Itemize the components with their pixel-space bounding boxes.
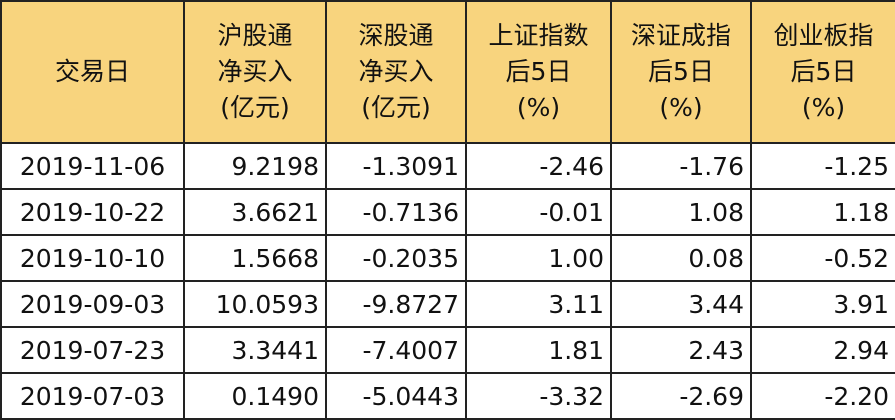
- table-row: 2019-11-06 9.2198 -1.3091 -2.46 -1.76 -1.25: [0, 142, 895, 190]
- value-cell: -2.20: [750, 372, 895, 420]
- table-body: 2019-11-06 9.2198 -1.3091 -2.46 -1.76 -1.25 20…: [0, 142, 895, 420]
- value-cell: 10.0593: [183, 280, 327, 328]
- header-line: (%): [659, 93, 703, 122]
- table-row: 2019-10-22 3.6621 -0.7136 -0.01 1.08 1.18: [0, 188, 895, 236]
- header-line: 净买入: [217, 57, 293, 86]
- value-cell: -1.3091: [325, 142, 467, 190]
- table-row: 2019-09-03 10.0593 -9.8727 3.11 3.44 3.91: [0, 280, 895, 328]
- header-line: 后5日: [505, 57, 572, 86]
- value-cell: -0.7136: [325, 188, 467, 236]
- value-cell: -0.52: [750, 234, 895, 282]
- value-cell: 2.43: [610, 326, 752, 374]
- value-cell: 3.44: [610, 280, 752, 328]
- header-cell: 深证成指后5日 (%): [610, 0, 752, 144]
- header-cell: 深股通净买入 (亿元): [325, 0, 467, 144]
- value-cell: -9.8727: [325, 280, 467, 328]
- header-line: (亿元): [220, 93, 290, 122]
- header-line: (%): [801, 93, 846, 122]
- value-cell: 0.1490: [183, 372, 327, 420]
- header-line: 净买入: [358, 57, 434, 86]
- value-cell: 3.6621: [183, 188, 327, 236]
- value-cell: 1.08: [610, 188, 752, 236]
- value-cell: -1.25: [750, 142, 895, 190]
- value-cell: -3.32: [465, 372, 612, 420]
- date-cell: 2019-10-10: [0, 234, 185, 282]
- date-cell: 2019-11-06: [0, 142, 185, 190]
- value-cell: 0.08: [610, 234, 752, 282]
- table-row: 2019-07-03 0.1490 -5.0443 -3.32 -2.69 -2.20: [0, 372, 895, 420]
- value-cell: 1.00: [465, 234, 612, 282]
- header-line: (亿元): [361, 93, 431, 122]
- value-cell: -1.76: [610, 142, 752, 190]
- date-cell: 2019-10-22: [0, 188, 185, 236]
- date-cell: 2019-09-03: [0, 280, 185, 328]
- header-line: 交易日: [54, 57, 130, 86]
- date-cell: 2019-07-23: [0, 326, 185, 374]
- header-cell: 创业板指后5日 (%): [750, 0, 895, 144]
- header-cell: 上证指数后5日 (%): [465, 0, 612, 144]
- value-cell: -2.69: [610, 372, 752, 420]
- value-cell: 9.2198: [183, 142, 327, 190]
- header-line: 深证成指: [630, 21, 731, 50]
- value-cell: 3.11: [465, 280, 612, 328]
- header-line: 深股通: [358, 21, 434, 50]
- date-cell: 2019-07-03: [0, 372, 185, 420]
- value-cell: 1.81: [465, 326, 612, 374]
- header-line: 后5日: [648, 57, 714, 86]
- value-cell: 1.5668: [183, 234, 327, 282]
- value-cell: -2.46: [465, 142, 612, 190]
- header-row: 交易日 沪股通 净买入 (亿元) 深股通 净买入 (亿元) 上证指数 后5日 (%) 深证成指 后5日…: [0, 0, 895, 144]
- value-cell: -5.0443: [325, 372, 467, 420]
- header-line: 沪股通: [217, 21, 293, 50]
- header-line: (%): [516, 93, 561, 122]
- value-cell: 1.18: [750, 188, 895, 236]
- value-cell: 3.3441: [183, 326, 327, 374]
- value-cell: 2.94: [750, 326, 895, 374]
- header-line: 创业板指: [773, 21, 874, 50]
- value-cell: -7.4007: [325, 326, 467, 374]
- value-cell: 3.91: [750, 280, 895, 328]
- table-row: 2019-07-23 3.3441 -7.4007 1.81 2.43 2.94: [0, 326, 895, 374]
- header-cell: 沪股通净买入 (亿元): [183, 0, 327, 144]
- header-line: 后5日: [790, 57, 857, 86]
- header-line: 上证指数: [488, 21, 589, 50]
- value-cell: -0.2035: [325, 234, 467, 282]
- table-row: 2019-10-10 1.5668 -0.2035 1.00 0.08 -0.52: [0, 234, 895, 282]
- value-cell: -0.01: [465, 188, 612, 236]
- header-cell: 交易日: [0, 0, 185, 144]
